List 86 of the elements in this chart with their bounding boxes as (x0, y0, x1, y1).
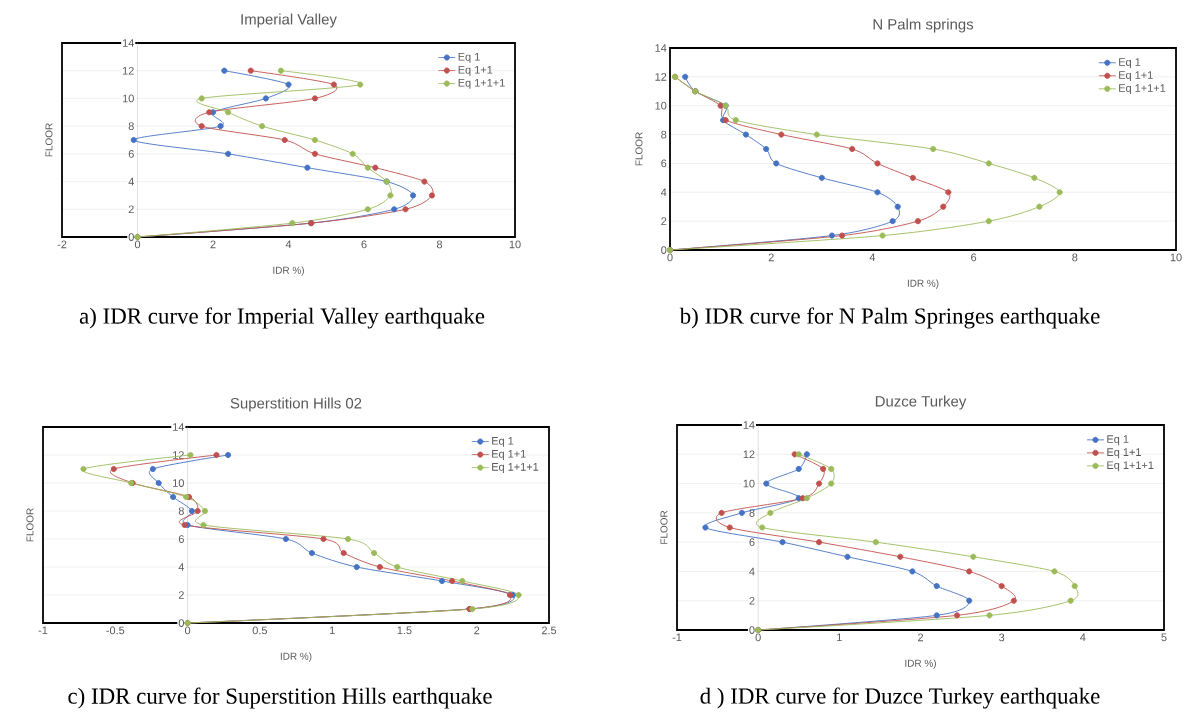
x-tick-label: 0 (667, 253, 673, 262)
legend-label: Eq 1+1+1 (492, 463, 539, 473)
y-tick-label: 8 (128, 122, 134, 131)
x-tick-label: 4 (869, 253, 876, 262)
legend-label: Eq 1 (1107, 435, 1129, 446)
x-tick-label: 10 (509, 240, 521, 249)
x-tick-label: 4 (1080, 633, 1086, 642)
x-tick-label: -0.5 (106, 626, 125, 635)
y-tick-label: 14 (655, 44, 667, 52)
chart-title: Superstition Hills 02 (230, 397, 362, 412)
text: c) IDR curve for Superstition Hills earthquake (68, 687, 492, 709)
y-tick-label: 0 (178, 619, 184, 627)
y-tick-label: 6 (128, 149, 134, 158)
y-tick-label: 6 (661, 159, 667, 168)
x-tick-label: 2 (474, 626, 480, 635)
x-tick-label: 2.5 (541, 626, 557, 635)
chart-title: Duzce Turkey (875, 395, 967, 410)
y-tick-label: 10 (122, 94, 134, 103)
y-tick-label: 8 (661, 130, 667, 139)
y-tick-label: 12 (743, 450, 755, 459)
x-axis-title: IDR %) (905, 659, 936, 669)
y-tick-label: 4 (128, 177, 134, 186)
x-axis-title: IDR %) (907, 279, 939, 289)
x-tick-label: 3 (999, 633, 1005, 642)
legend-label: Eq 1 (1119, 58, 1141, 69)
y-tick-label: 4 (660, 188, 667, 197)
x-tick-label: 2 (918, 633, 924, 642)
y-tick-label: 0 (661, 246, 667, 254)
x-tick-label: 0.5 (252, 626, 268, 635)
x-tick-label: 1.5 (397, 626, 412, 635)
x-tick-label: 2 (768, 253, 774, 262)
y-tick-label: 6 (178, 535, 184, 543)
x-tick-label: 5 (1161, 633, 1167, 642)
y-tick-label: 10 (743, 479, 755, 488)
y-tick-label: 0 (128, 233, 134, 241)
y-tick-label: 10 (173, 479, 184, 487)
legend-label: Eq 1 (458, 53, 480, 63)
y-tick-label: 12 (655, 73, 667, 81)
x-tick-label: 4 (285, 240, 292, 249)
x-tick-label: 8 (436, 240, 443, 249)
chart-title: N Palm springs (873, 18, 974, 33)
legend-label: Eq 1+1+1 (1107, 461, 1154, 472)
legend-label: Eq 1+1+1 (458, 79, 505, 89)
y-axis-title: FLOOR (660, 510, 668, 544)
y-tick-label: 6 (749, 538, 755, 547)
legend-label: Eq 1+1 (492, 450, 526, 460)
x-tick-label: 0 (134, 240, 141, 249)
y-tick-label: 8 (749, 508, 755, 517)
y-tick-label: 8 (178, 507, 184, 515)
y-tick-label: 2 (178, 591, 184, 599)
y-tick-label: 14 (122, 39, 134, 47)
y-tick-label: 2 (128, 205, 134, 214)
x-tick-label: 0 (755, 633, 761, 642)
y-tick-label: 2 (661, 217, 667, 225)
x-tick-label: -1 (672, 633, 682, 642)
y-tick-label: 4 (178, 563, 185, 571)
x-axis-title: IDR %) (273, 266, 304, 276)
x-tick-label: 6 (971, 253, 977, 262)
y-tick-label: 12 (122, 66, 134, 75)
x-tick-label: 0 (184, 626, 191, 635)
x-tick-label: 2 (210, 240, 216, 249)
y-tick-label: 2 (749, 596, 755, 605)
text: b) IDR curve for N Palm Springes earthquake (679, 307, 1100, 329)
legend-label: Eq 1+1+1 (1119, 84, 1166, 95)
x-axis-title: IDR %) (280, 652, 312, 662)
x-tick-label: -2 (57, 240, 67, 249)
x-tick-label: 6 (361, 240, 367, 249)
y-axis-title: FLOOR (45, 123, 53, 157)
y-tick-label: 4 (749, 567, 755, 576)
y-axis-title: FLOOR (26, 508, 34, 542)
chart-title: Imperial Valley (241, 13, 337, 28)
x-tick-label: 1 (837, 633, 842, 642)
x-tick-label: -1 (38, 626, 48, 635)
y-tick-label: 14 (173, 423, 185, 431)
text: d ) IDR curve for Duzce Turkey earthquake (700, 687, 1100, 709)
legend-label: Eq 1+1 (1119, 71, 1153, 82)
legend-label: Eq 1+1 (1107, 448, 1141, 459)
y-axis-title: FLOOR (635, 132, 643, 166)
legend-label: Eq 1+1 (458, 66, 493, 76)
y-tick-label: 14 (743, 421, 755, 429)
text: a) IDR curve for Imperial Valley earthquake (79, 307, 485, 329)
x-tick-label: 8 (1072, 253, 1078, 262)
legend-label: Eq 1 (492, 437, 514, 447)
x-tick-label: 10 (1170, 253, 1182, 262)
y-tick-label: 10 (655, 101, 667, 110)
x-tick-label: 1 (329, 626, 335, 635)
